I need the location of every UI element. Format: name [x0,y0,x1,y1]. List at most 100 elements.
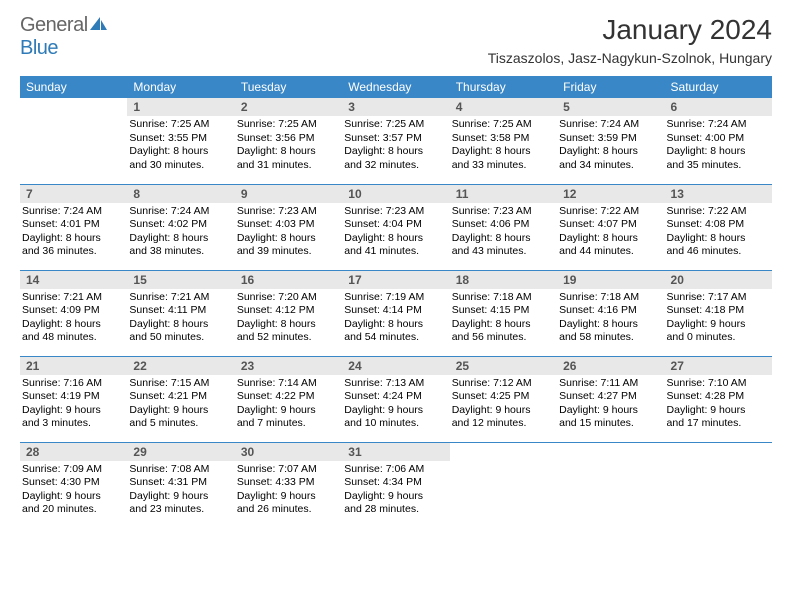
day-content: Sunrise: 7:09 AMSunset: 4:30 PMDaylight:… [20,461,127,520]
calendar-cell: 1Sunrise: 7:25 AMSunset: 3:55 PMDaylight… [127,98,234,184]
day-line: Sunset: 3:55 PM [129,132,230,146]
day-header: Sunday [20,76,127,98]
day-number: 8 [127,185,234,203]
day-line: Sunrise: 7:20 AM [237,291,338,305]
day-line: Sunrise: 7:08 AM [129,463,230,477]
day-line: Daylight: 8 hours [129,232,230,246]
calendar-cell: 23Sunrise: 7:14 AMSunset: 4:22 PMDayligh… [235,356,342,442]
day-header: Tuesday [235,76,342,98]
day-content: Sunrise: 7:18 AMSunset: 4:16 PMDaylight:… [557,289,664,348]
day-content: Sunrise: 7:25 AMSunset: 3:55 PMDaylight:… [127,116,234,175]
day-line: Sunset: 4:33 PM [237,476,338,490]
day-content: Sunrise: 7:08 AMSunset: 4:31 PMDaylight:… [127,461,234,520]
day-content: Sunrise: 7:06 AMSunset: 4:34 PMDaylight:… [342,461,449,520]
day-line: Daylight: 8 hours [559,145,660,159]
logo-text-blue: Blue [20,37,58,59]
day-line: Sunset: 4:34 PM [344,476,445,490]
day-line: and 41 minutes. [344,245,445,259]
day-line: Sunrise: 7:25 AM [237,118,338,132]
day-content: Sunrise: 7:22 AMSunset: 4:08 PMDaylight:… [665,203,772,262]
calendar-cell: 15Sunrise: 7:21 AMSunset: 4:11 PMDayligh… [127,270,234,356]
day-line: Daylight: 8 hours [452,318,553,332]
calendar-cell: 26Sunrise: 7:11 AMSunset: 4:27 PMDayligh… [557,356,664,442]
calendar-cell: 9Sunrise: 7:23 AMSunset: 4:03 PMDaylight… [235,184,342,270]
day-line: and 15 minutes. [559,417,660,431]
day-line: Daylight: 8 hours [344,145,445,159]
day-line: and 26 minutes. [237,503,338,517]
day-line: and 5 minutes. [129,417,230,431]
day-number: 22 [127,357,234,375]
day-line: and 23 minutes. [129,503,230,517]
day-line: Sunset: 4:11 PM [129,304,230,318]
day-line: Daylight: 8 hours [452,145,553,159]
day-line: Sunrise: 7:10 AM [667,377,768,391]
day-number: 17 [342,271,449,289]
day-line: Sunrise: 7:12 AM [452,377,553,391]
day-line: Sunset: 4:15 PM [452,304,553,318]
day-line: Sunset: 4:04 PM [344,218,445,232]
day-line: Daylight: 9 hours [344,404,445,418]
day-content: Sunrise: 7:19 AMSunset: 4:14 PMDaylight:… [342,289,449,348]
day-line: and 58 minutes. [559,331,660,345]
calendar-cell: 8Sunrise: 7:24 AMSunset: 4:02 PMDaylight… [127,184,234,270]
day-number: 14 [20,271,127,289]
day-line: Daylight: 8 hours [559,318,660,332]
calendar-cell: 11Sunrise: 7:23 AMSunset: 4:06 PMDayligh… [450,184,557,270]
day-content: Sunrise: 7:16 AMSunset: 4:19 PMDaylight:… [20,375,127,434]
day-number: 7 [20,185,127,203]
day-content: Sunrise: 7:20 AMSunset: 4:12 PMDaylight:… [235,289,342,348]
day-line: Sunset: 4:07 PM [559,218,660,232]
day-content: Sunrise: 7:25 AMSunset: 3:56 PMDaylight:… [235,116,342,175]
day-number: 21 [20,357,127,375]
day-line: Daylight: 9 hours [22,404,123,418]
day-line: Sunset: 3:59 PM [559,132,660,146]
day-number: 25 [450,357,557,375]
calendar-cell: 30Sunrise: 7:07 AMSunset: 4:33 PMDayligh… [235,442,342,528]
day-number: 30 [235,443,342,461]
day-line: Sunset: 4:16 PM [559,304,660,318]
day-number: 3 [342,98,449,116]
day-line: Sunset: 4:09 PM [22,304,123,318]
day-content: Sunrise: 7:15 AMSunset: 4:21 PMDaylight:… [127,375,234,434]
day-line: Daylight: 8 hours [237,232,338,246]
calendar-week-row: 1Sunrise: 7:25 AMSunset: 3:55 PMDaylight… [20,98,772,184]
day-line: Daylight: 8 hours [667,232,768,246]
day-number: 11 [450,185,557,203]
day-line: Daylight: 8 hours [237,318,338,332]
day-line: and 36 minutes. [22,245,123,259]
day-line: Sunrise: 7:07 AM [237,463,338,477]
day-content: Sunrise: 7:13 AMSunset: 4:24 PMDaylight:… [342,375,449,434]
day-line: and 34 minutes. [559,159,660,173]
day-line: Sunset: 4:00 PM [667,132,768,146]
day-line: Sunset: 3:58 PM [452,132,553,146]
day-line: and 54 minutes. [344,331,445,345]
day-number: 6 [665,98,772,116]
day-header: Thursday [450,76,557,98]
day-header: Monday [127,76,234,98]
calendar-cell: 6Sunrise: 7:24 AMSunset: 4:00 PMDaylight… [665,98,772,184]
day-line: Sunrise: 7:21 AM [129,291,230,305]
day-line: Sunset: 4:03 PM [237,218,338,232]
day-content: Sunrise: 7:10 AMSunset: 4:28 PMDaylight:… [665,375,772,434]
day-content: Sunrise: 7:21 AMSunset: 4:09 PMDaylight:… [20,289,127,348]
day-content: Sunrise: 7:24 AMSunset: 3:59 PMDaylight:… [557,116,664,175]
day-header: Friday [557,76,664,98]
day-line: and 10 minutes. [344,417,445,431]
day-line: Daylight: 8 hours [129,145,230,159]
calendar-week-row: 14Sunrise: 7:21 AMSunset: 4:09 PMDayligh… [20,270,772,356]
day-line: Sunrise: 7:11 AM [559,377,660,391]
calendar-cell: 10Sunrise: 7:23 AMSunset: 4:04 PMDayligh… [342,184,449,270]
day-line: and 32 minutes. [344,159,445,173]
day-line: and 20 minutes. [22,503,123,517]
day-line: and 0 minutes. [667,331,768,345]
calendar-cell [20,98,127,184]
day-line: Sunrise: 7:23 AM [344,205,445,219]
calendar-table: Sunday Monday Tuesday Wednesday Thursday… [20,76,772,528]
day-number: 19 [557,271,664,289]
day-line: Sunset: 4:30 PM [22,476,123,490]
day-line: and 7 minutes. [237,417,338,431]
calendar-cell: 4Sunrise: 7:25 AMSunset: 3:58 PMDaylight… [450,98,557,184]
day-line: Sunrise: 7:23 AM [452,205,553,219]
day-line: Sunrise: 7:21 AM [22,291,123,305]
page-title: January 2024 [488,14,772,46]
